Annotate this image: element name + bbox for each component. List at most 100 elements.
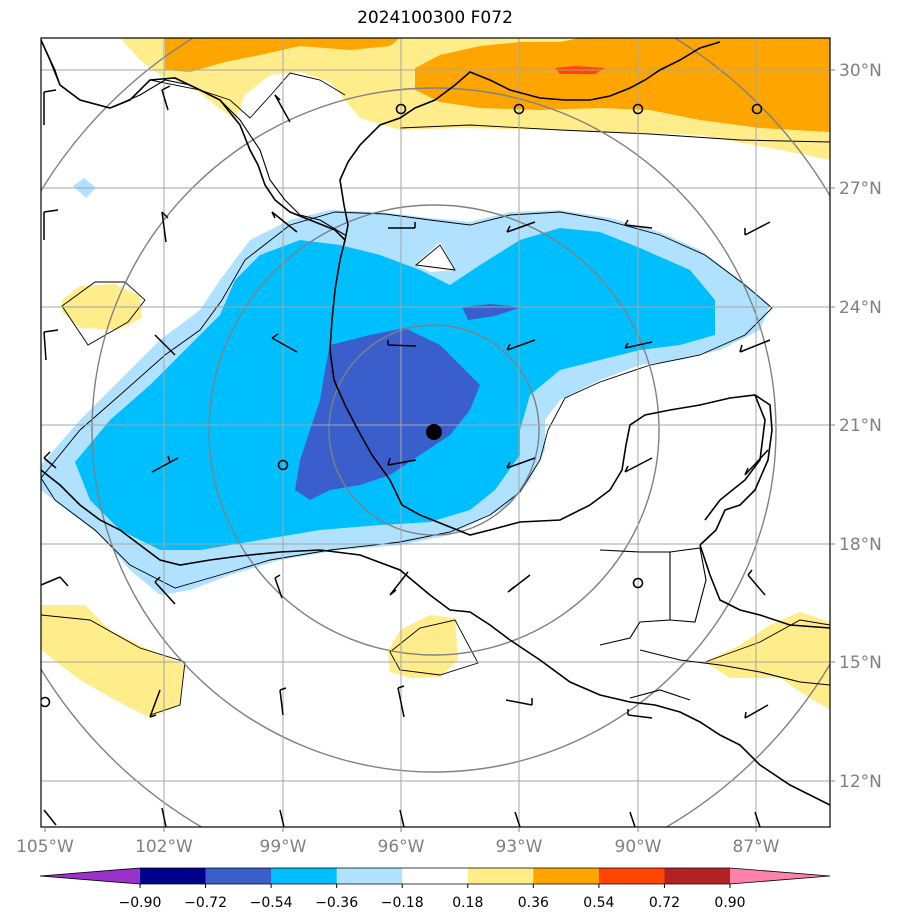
- wind-barb: [274, 94, 291, 123]
- colorbar: −0.90 −0.72 −0.54 −0.36 −0.18 0.18 0.36 0.54 0.7…: [39, 867, 831, 911]
- wind-barb: [271, 211, 298, 233]
- coastline-mexico-east: [329, 239, 773, 546]
- wind-barb: [154, 334, 176, 356]
- map-title: 2024100300 F072: [357, 8, 513, 28]
- colorbar-label: 0.90: [714, 895, 745, 911]
- wind-barb: [43, 329, 59, 361]
- wind-barb: [387, 457, 417, 466]
- wind-barb: [754, 811, 761, 827]
- wind-barb: [161, 85, 171, 111]
- calm-wind-circle: [277, 459, 289, 471]
- coastlines: [41, 39, 830, 806]
- wind-barb: [744, 704, 769, 719]
- wind-barb: [506, 221, 536, 233]
- wind-barb: [43, 89, 57, 125]
- border-belize: [669, 547, 707, 623]
- lat-label: 27°N: [839, 179, 882, 199]
- wind-barb: [627, 709, 653, 719]
- wind-barb: [744, 449, 769, 476]
- wind-barb: [43, 209, 59, 240]
- colorbar-segment: [205, 868, 272, 884]
- map-plot-area: [41, 38, 830, 827]
- wind-barb: [154, 576, 176, 605]
- lat-label: 24°N: [839, 298, 882, 318]
- wind-barb: [161, 807, 167, 827]
- coastline-pacific-mexico: [41, 469, 830, 806]
- range-ring-3: [91, 87, 777, 773]
- border-salvador: [629, 689, 691, 701]
- wind-barb: [43, 451, 57, 469]
- wind-barb: [744, 221, 771, 236]
- wind-barb: [41, 576, 69, 587]
- calm-wind-circle: [632, 103, 644, 115]
- wind-barb: [624, 341, 653, 349]
- lon-label: 90°W: [615, 837, 662, 857]
- range-ring-2: [208, 204, 660, 656]
- colorbar-segment: [598, 868, 665, 884]
- range-rings: [41, 38, 830, 827]
- coastline-central-america: [699, 544, 830, 629]
- colorbar-label: −0.54: [250, 895, 293, 911]
- wind-barb: [506, 339, 536, 351]
- wind-barb: [624, 457, 653, 473]
- wind-barb: [739, 339, 771, 353]
- coastline-yucatan: [704, 394, 766, 521]
- borders: [41, 39, 830, 701]
- lat-label: 18°N: [839, 535, 882, 555]
- contour-fill-yellow-mid: [388, 615, 458, 678]
- border-guatemala: [599, 549, 671, 646]
- lat-ticks: [830, 69, 835, 782]
- wind-barb: [514, 811, 521, 827]
- colorbar-label: 0.18: [452, 895, 483, 911]
- lon-label: 105°W: [16, 837, 74, 857]
- wind-barb: [388, 222, 416, 229]
- contour-line-4: [389, 619, 479, 676]
- colorbar-label: 0.54: [583, 895, 614, 911]
- wind-barb: [274, 574, 283, 599]
- lon-label: 93°W: [496, 837, 543, 857]
- lat-label: 15°N: [839, 653, 882, 673]
- colorbar-segment: [402, 868, 469, 884]
- wind-barb: [149, 689, 161, 718]
- contour-lines: [41, 72, 830, 716]
- storm-center-marker: [426, 424, 442, 440]
- range-ring-1: [328, 324, 540, 536]
- calm-wind-circle: [395, 103, 407, 115]
- contour-fill-orange-top: [165, 38, 830, 132]
- colorbar-segment: [140, 868, 207, 884]
- colorbar-extend-high: [730, 868, 830, 884]
- wind-barb: [399, 809, 405, 827]
- calm-wind-markers: [41, 103, 763, 708]
- lat-label: 21°N: [839, 416, 882, 436]
- lat-label: 12°N: [839, 772, 882, 792]
- wind-barb: [507, 574, 531, 593]
- contour-fill-royal-blue: [295, 328, 480, 500]
- contour-fill-white-hole: [415, 242, 455, 272]
- lon-label: 87°W: [733, 837, 780, 857]
- wind-barb: [279, 687, 287, 716]
- contour-line-2: [61, 281, 146, 346]
- coastline-gulf-us-mexico: [41, 39, 721, 242]
- lon-label: 96°W: [378, 837, 425, 857]
- wind-barb: [271, 333, 298, 353]
- colorbar-label: 0.36: [518, 895, 549, 911]
- lon-label: 99°W: [260, 837, 307, 857]
- wind-barb: [397, 685, 405, 718]
- contour-line-7: [414, 244, 456, 271]
- colorbar-extend-low: [40, 868, 140, 884]
- wind-barb: [387, 340, 417, 347]
- colorbar-segment: [467, 868, 534, 884]
- wind-barbs: [41, 85, 771, 827]
- calm-wind-circle: [513, 103, 525, 115]
- calm-wind-circle: [632, 577, 644, 589]
- contour-fills: [41, 38, 830, 718]
- calm-wind-circle: [751, 103, 763, 115]
- wind-barb: [629, 811, 636, 827]
- lon-ticks: [44, 827, 757, 832]
- colorbar-label: −0.90: [119, 895, 162, 911]
- wind-barb: [506, 457, 536, 469]
- wind-barb: [505, 698, 533, 706]
- colorbar-label: −0.72: [184, 895, 227, 911]
- wind-barb: [389, 571, 409, 596]
